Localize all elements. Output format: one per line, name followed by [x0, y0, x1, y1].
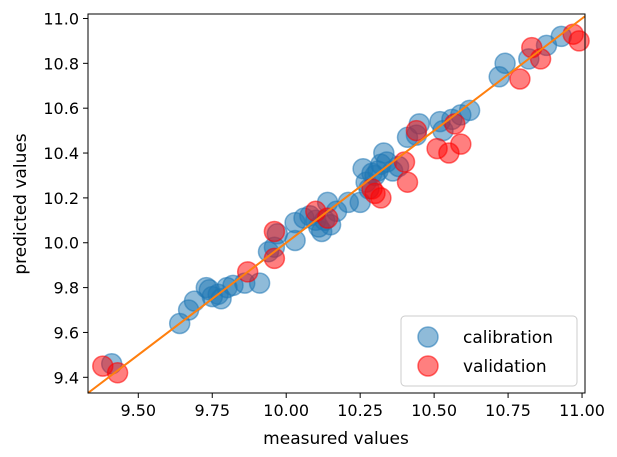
- point-calibration-49: [494, 52, 516, 75]
- x-tick-label: 9.75: [194, 401, 230, 420]
- point-validation-11: [396, 171, 419, 193]
- legend-marker-calibration: [417, 326, 439, 348]
- x-tick-label: 10.25: [337, 401, 383, 420]
- point-validation-9: [370, 187, 392, 209]
- point-validation-12: [405, 119, 428, 142]
- y-tick-label: 9.8: [54, 279, 79, 298]
- y-axis-label: predicted values: [11, 133, 31, 274]
- y-tick-label: 10.4: [43, 144, 79, 163]
- plot-frame: [87, 13, 586, 394]
- point-validation-4: [263, 220, 286, 243]
- reference-line-layer: [87, 15, 586, 394]
- legend-entry-validation: validation: [463, 357, 547, 377]
- point-validation-16: [450, 133, 472, 155]
- x-axis-ticks: 9.50 9.75 10.00 10.25 10.50 10.75 11.00: [120, 393, 605, 420]
- y-tick-label: 10.2: [43, 189, 79, 208]
- point-validation-21: [568, 30, 590, 52]
- point-validation-10: [393, 151, 416, 173]
- legend-entry-calibration: calibration: [463, 328, 553, 348]
- y-tick-label: 10.0: [43, 234, 79, 253]
- y-tick-label: 9.6: [54, 323, 79, 342]
- y-tick-label: 10.6: [43, 99, 79, 118]
- point-validation-19: [529, 48, 552, 70]
- y-tick-label: 9.4: [54, 368, 79, 387]
- point-validation-15: [444, 113, 466, 135]
- y-axis-ticks: 9.4 9.6 9.8 10.0 10.2 10.4 10.6 10.8 11.0: [43, 9, 88, 387]
- x-tick-label: 9.50: [120, 401, 156, 420]
- x-tick-label: 11.00: [559, 401, 605, 420]
- legend-box: [400, 315, 578, 387]
- x-axis-label: measured values: [263, 429, 409, 449]
- y-tick-label: 11.0: [43, 9, 79, 28]
- legend: calibration validation: [400, 315, 578, 387]
- x-tick-label: 10.00: [263, 401, 309, 420]
- reference-line: [87, 15, 586, 394]
- x-tick-label: 10.75: [485, 401, 531, 420]
- point-validation-17: [509, 68, 531, 90]
- y-tick-label: 10.8: [43, 54, 79, 73]
- x-tick-label: 10.50: [411, 401, 457, 420]
- legend-marker-validation: [417, 355, 439, 377]
